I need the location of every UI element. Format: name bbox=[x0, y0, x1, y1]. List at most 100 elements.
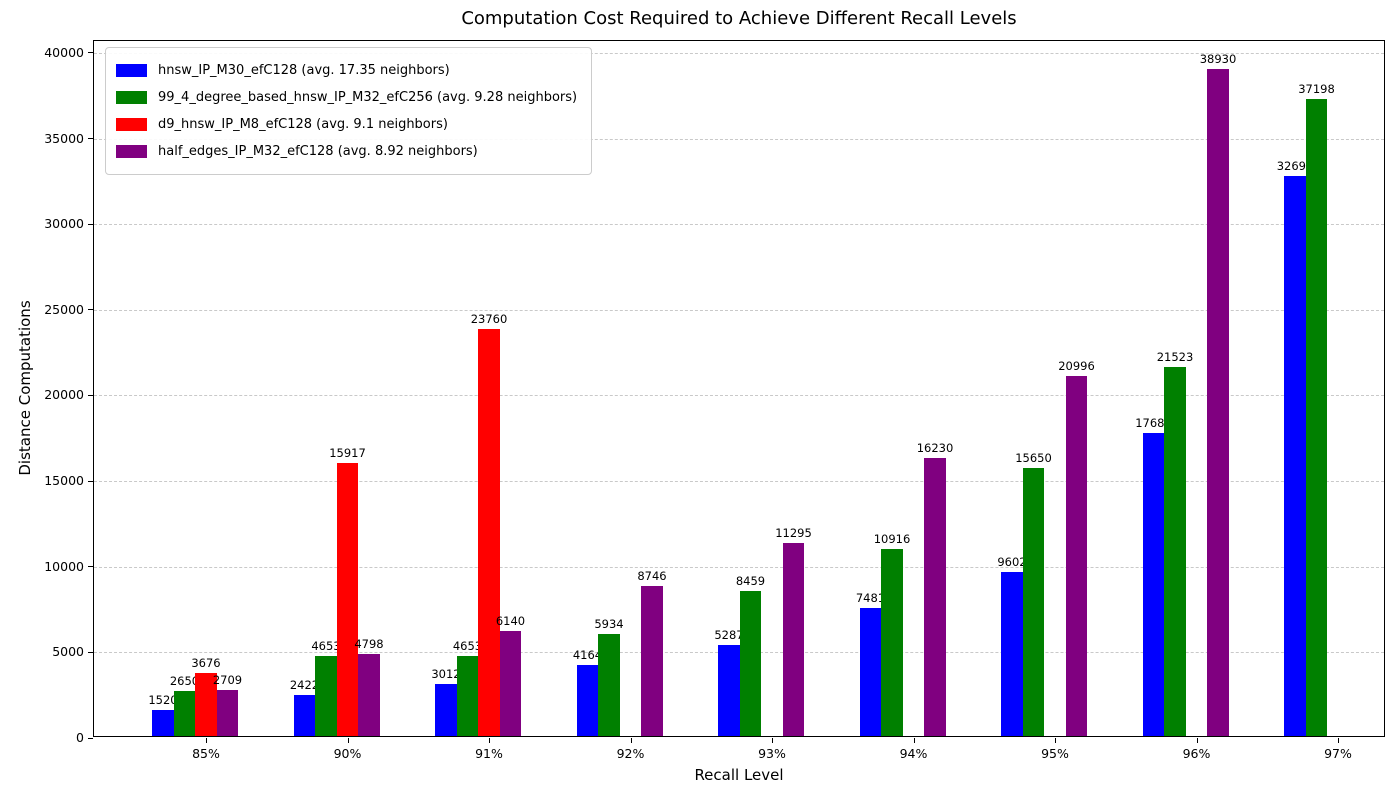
y-tick-label: 25000 bbox=[44, 301, 84, 317]
y-tick-label: 10000 bbox=[44, 558, 84, 574]
x-tick-mark bbox=[206, 738, 207, 743]
legend-label: hnsw_IP_M30_efC128 (avg. 17.35 neighbors… bbox=[158, 63, 450, 78]
y-tick-mark bbox=[88, 223, 93, 225]
y-tick-label: 40000 bbox=[44, 44, 84, 60]
x-tick-mark bbox=[913, 738, 915, 743]
y-tick-mark bbox=[88, 566, 93, 568]
bar-value-label: 20996 bbox=[1058, 359, 1095, 374]
bar-value-label: 4164 bbox=[572, 647, 603, 662]
bar-value-label: 15650 bbox=[1015, 451, 1052, 465]
x-tick-mark bbox=[630, 738, 632, 743]
bar bbox=[1022, 468, 1045, 736]
bar-value-label: 7481 bbox=[855, 590, 886, 605]
legend-label: 99_4_degree_based_hnsw_IP_M32_efC256 (av… bbox=[158, 90, 578, 105]
bar-value-label: 3012 bbox=[431, 667, 461, 682]
bar bbox=[499, 630, 522, 736]
legend-item: d9_hnsw_IP_M8_efC128 (avg. 9.1 neighbors… bbox=[116, 111, 577, 138]
y-gridline bbox=[94, 224, 1384, 226]
y-tick-label: 30000 bbox=[44, 216, 84, 232]
y-tick-mark bbox=[88, 138, 93, 140]
bar-value-label: 5934 bbox=[594, 617, 624, 632]
bar bbox=[1142, 433, 1165, 736]
x-tick-label: 95% bbox=[1041, 746, 1069, 761]
y-gridline bbox=[94, 481, 1384, 483]
bar-value-label: 32692 bbox=[1276, 159, 1314, 174]
y-tick-mark bbox=[88, 309, 93, 311]
bar-value-label: 2709 bbox=[212, 672, 243, 687]
bar bbox=[478, 329, 500, 736]
bar bbox=[315, 656, 337, 736]
bar-value-label: 4653 bbox=[311, 639, 341, 654]
y-tick-mark bbox=[88, 394, 93, 396]
bar-value-label: 6140 bbox=[495, 613, 526, 628]
y-gridline bbox=[94, 309, 1384, 311]
bar-value-label: 8459 bbox=[735, 574, 766, 589]
y-axis-title: Distance Computations bbox=[16, 300, 34, 476]
bar bbox=[1164, 367, 1186, 736]
bar bbox=[152, 709, 174, 736]
bar bbox=[1207, 69, 1229, 736]
y-gridline bbox=[94, 566, 1384, 568]
bar-value-label: 38930 bbox=[1199, 52, 1237, 67]
bar bbox=[859, 607, 882, 736]
legend-label: d9_hnsw_IP_M8_efC128 (avg. 9.1 neighbors… bbox=[158, 117, 448, 132]
y-tick-label: 15000 bbox=[44, 473, 84, 489]
bar bbox=[881, 549, 903, 736]
y-gridline bbox=[94, 52, 1384, 54]
legend: hnsw_IP_M30_efC128 (avg. 17.35 neighbors… bbox=[105, 47, 593, 175]
plot-area: 0 5000 10000 15000 20000 25000 30000 35000 40000… bbox=[44, 40, 1385, 761]
bar bbox=[336, 463, 359, 736]
bar-value-label: 9602 bbox=[997, 554, 1027, 569]
bar bbox=[782, 542, 805, 736]
bar-value-label: 15917 bbox=[329, 446, 366, 461]
x-tick-label: 96% bbox=[1182, 746, 1211, 761]
legend-swatch-icon bbox=[116, 64, 147, 77]
x-tick-label: 91% bbox=[475, 746, 503, 761]
x-tick-label: 94% bbox=[899, 746, 928, 761]
bar bbox=[1001, 571, 1023, 736]
x-tick-mark bbox=[489, 738, 490, 743]
legend-swatch-icon bbox=[116, 118, 147, 131]
x-tick-mark bbox=[1055, 738, 1056, 743]
bar-value-label: 23760 bbox=[470, 312, 508, 327]
y-tick-label: 35000 bbox=[44, 130, 84, 146]
bar-value-label: 2650 bbox=[169, 673, 200, 688]
bar bbox=[1065, 376, 1088, 736]
bar bbox=[718, 645, 740, 736]
bar bbox=[456, 656, 479, 736]
bar bbox=[1284, 176, 1306, 736]
bar bbox=[216, 689, 239, 736]
x-tick-label: 90% bbox=[333, 746, 362, 761]
bar bbox=[195, 673, 217, 736]
bar-value-label: 1520 bbox=[148, 692, 178, 707]
legend-label: half_edges_IP_M32_efC128 (avg. 8.92 neig… bbox=[158, 144, 478, 159]
legend-swatch-icon bbox=[116, 91, 147, 104]
bar-value-label: 10916 bbox=[873, 532, 911, 547]
legend-swatch-icon bbox=[116, 145, 147, 158]
y-tick-label: 20000 bbox=[44, 387, 84, 403]
x-tick-mark bbox=[1338, 738, 1339, 743]
x-tick-mark bbox=[772, 738, 773, 743]
x-tick-label: 92% bbox=[616, 746, 645, 761]
x-tick-label: 93% bbox=[758, 746, 786, 761]
bar bbox=[598, 634, 620, 736]
bar bbox=[173, 690, 196, 736]
bar bbox=[293, 694, 316, 736]
x-tick-label: 97% bbox=[1324, 746, 1352, 761]
x-tick-mark bbox=[1196, 738, 1198, 743]
bar-value-label: 8746 bbox=[637, 569, 667, 584]
bar-value-label: 4798 bbox=[354, 636, 384, 651]
y-tick-label: 0 bbox=[76, 730, 84, 745]
x-tick-mark bbox=[347, 738, 349, 743]
legend-item: 99_4_degree_based_hnsw_IP_M32_efC256 (av… bbox=[116, 84, 577, 111]
bar-value-label: 2422 bbox=[289, 677, 320, 692]
bar bbox=[435, 684, 457, 736]
bar bbox=[924, 458, 946, 736]
bar-value-label: 37198 bbox=[1298, 81, 1335, 96]
y-tick-mark bbox=[88, 480, 93, 482]
bar-value-label: 11295 bbox=[775, 525, 812, 540]
legend-item: hnsw_IP_M30_efC128 (avg. 17.35 neighbors… bbox=[116, 57, 577, 84]
bar bbox=[1305, 98, 1328, 736]
legend-item: half_edges_IP_M32_efC128 (avg. 8.92 neig… bbox=[116, 138, 577, 165]
bar-value-label: 16230 bbox=[916, 441, 954, 456]
